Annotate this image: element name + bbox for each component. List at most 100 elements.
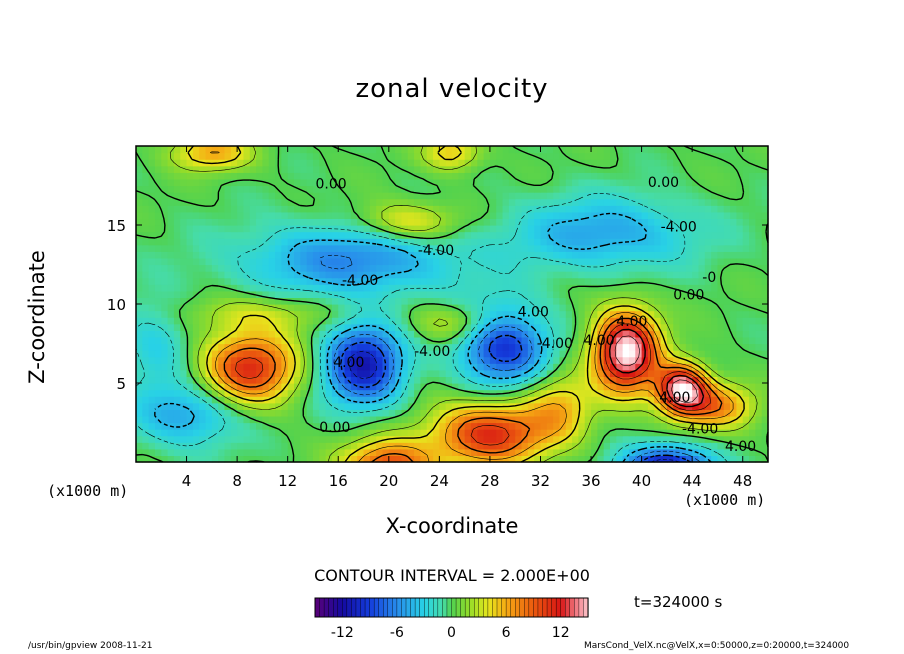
heatmap-cell bbox=[565, 146, 573, 154]
heatmap-cell bbox=[622, 225, 630, 233]
heatmap-cell bbox=[717, 369, 725, 378]
heatmap-cell bbox=[192, 415, 200, 424]
heatmap-cell bbox=[496, 297, 504, 305]
heatmap-cell bbox=[502, 231, 510, 239]
heatmap-cell bbox=[161, 257, 169, 266]
heatmap-cell bbox=[420, 455, 428, 463]
heatmap-cell bbox=[730, 350, 737, 358]
heatmap-cell bbox=[489, 336, 497, 345]
heatmap-cell bbox=[761, 238, 769, 246]
heatmap-cell bbox=[534, 271, 542, 279]
heatmap-cell bbox=[136, 429, 143, 437]
heatmap-cell bbox=[142, 284, 150, 292]
heatmap-cell bbox=[736, 165, 744, 173]
heatmap-cell bbox=[249, 264, 257, 272]
heatmap-cell bbox=[597, 383, 605, 391]
heatmap-cell bbox=[698, 152, 706, 160]
heatmap-cell bbox=[477, 198, 485, 206]
heatmap-cell bbox=[546, 409, 554, 417]
heatmap-cell bbox=[572, 165, 579, 173]
heatmap-cell bbox=[635, 185, 643, 193]
heatmap-cell bbox=[376, 363, 384, 371]
heatmap-cell bbox=[603, 396, 611, 404]
heatmap-cell bbox=[237, 396, 245, 404]
heatmap-cell bbox=[376, 159, 384, 167]
heatmap-cell bbox=[546, 435, 554, 443]
heatmap-cell bbox=[218, 297, 226, 305]
heatmap-cell bbox=[622, 455, 630, 463]
heatmap-cell bbox=[294, 455, 301, 463]
heatmap-cell bbox=[685, 323, 693, 331]
heatmap-cell bbox=[761, 304, 769, 312]
heatmap-cell bbox=[527, 205, 535, 213]
heatmap-cell bbox=[489, 192, 497, 200]
heatmap-cell bbox=[433, 231, 440, 239]
heatmap-cell bbox=[224, 251, 232, 259]
heatmap-cell bbox=[426, 376, 434, 384]
heatmap-cell bbox=[673, 330, 681, 338]
heatmap-cell bbox=[761, 310, 769, 318]
heatmap-cell bbox=[704, 442, 712, 450]
heatmap-cell bbox=[420, 211, 428, 220]
heatmap-cell bbox=[515, 429, 523, 437]
heatmap-cell bbox=[211, 297, 219, 305]
heatmap-cell bbox=[736, 402, 744, 410]
heatmap-cell bbox=[319, 409, 327, 417]
heatmap-cell bbox=[167, 185, 175, 193]
heatmap-cell bbox=[730, 330, 737, 338]
heatmap-cell bbox=[433, 448, 440, 457]
heatmap-cell bbox=[357, 146, 365, 154]
heatmap-cell bbox=[679, 330, 687, 338]
heatmap-cell bbox=[553, 238, 561, 246]
heatmap-cell bbox=[692, 396, 700, 404]
heatmap-cell bbox=[167, 192, 175, 200]
heatmap-cell bbox=[679, 244, 687, 252]
heatmap-cell bbox=[287, 435, 295, 443]
heatmap-cell bbox=[458, 356, 466, 364]
heatmap-cell bbox=[489, 323, 497, 331]
heatmap-cell bbox=[534, 257, 542, 266]
heatmap-cell bbox=[218, 356, 226, 364]
heatmap-cell bbox=[161, 159, 169, 167]
heatmap-cell bbox=[692, 284, 700, 292]
heatmap-cell bbox=[218, 244, 226, 252]
heatmap-cell bbox=[407, 198, 415, 206]
heatmap-cell bbox=[294, 185, 301, 193]
heatmap-cell bbox=[154, 238, 162, 246]
heatmap-cell bbox=[723, 435, 731, 443]
heatmap-cell bbox=[319, 178, 327, 187]
heatmap-cell bbox=[154, 422, 162, 430]
heatmap-cell bbox=[287, 178, 295, 187]
heatmap-cell bbox=[540, 284, 548, 292]
heatmap-cell bbox=[218, 264, 226, 272]
heatmap-cell bbox=[515, 363, 523, 371]
heatmap-cell bbox=[395, 172, 403, 180]
heatmap-cell bbox=[496, 317, 504, 325]
heatmap-cell bbox=[521, 192, 529, 200]
heatmap-cell bbox=[205, 146, 213, 154]
heatmap-cell bbox=[426, 231, 434, 239]
heatmap-cell bbox=[502, 211, 510, 220]
heatmap-cell bbox=[306, 442, 314, 450]
heatmap-cell bbox=[666, 350, 674, 358]
heatmap-cell bbox=[673, 165, 681, 173]
heatmap-cell bbox=[173, 165, 181, 173]
heatmap-cell bbox=[331, 304, 339, 312]
heatmap-cell bbox=[489, 356, 497, 364]
heatmap-cell bbox=[173, 415, 181, 424]
heatmap-cell bbox=[647, 442, 655, 450]
contour-lines bbox=[135, 145, 769, 463]
heatmap-cell bbox=[527, 323, 535, 331]
heatmap-cell bbox=[363, 330, 371, 338]
heatmap-cell bbox=[458, 238, 466, 246]
heatmap-cell bbox=[742, 455, 750, 463]
heatmap-cell bbox=[641, 415, 649, 424]
heatmap-cell bbox=[622, 146, 630, 154]
heatmap-cell bbox=[218, 389, 226, 397]
heatmap-cell bbox=[692, 225, 700, 233]
heatmap-cell bbox=[534, 310, 542, 318]
heatmap-cell bbox=[515, 165, 523, 173]
heatmap-cell bbox=[338, 304, 346, 312]
heatmap-cell bbox=[610, 442, 617, 450]
heatmap-cell bbox=[275, 310, 282, 318]
